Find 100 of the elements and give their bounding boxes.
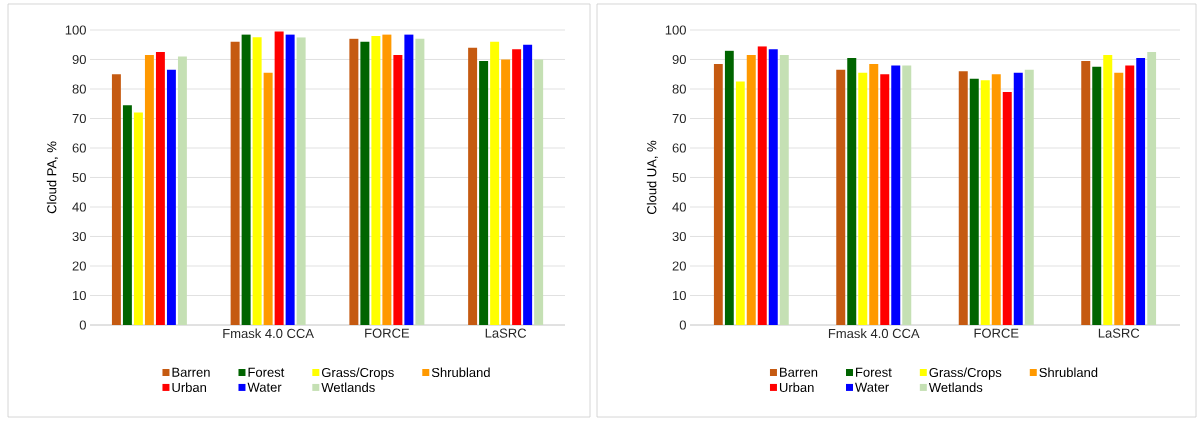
legend-label: Urban bbox=[172, 382, 207, 393]
bar bbox=[241, 34, 251, 325]
y-tick-label: 90 bbox=[72, 54, 86, 65]
y-tick-label: 40 bbox=[72, 202, 86, 212]
bar bbox=[1002, 91, 1012, 325]
bar bbox=[902, 65, 912, 325]
bar bbox=[415, 38, 425, 325]
bar bbox=[285, 34, 295, 325]
bar bbox=[296, 37, 306, 325]
bar bbox=[155, 52, 165, 325]
y-tick-label: 80 bbox=[72, 84, 86, 94]
bar bbox=[991, 74, 1001, 325]
legend-label: Grass/Crops bbox=[929, 367, 1002, 380]
bar bbox=[177, 56, 187, 325]
bar bbox=[757, 46, 767, 325]
bar bbox=[166, 69, 176, 325]
bar bbox=[122, 105, 132, 325]
x-tick-label: FORCE bbox=[974, 328, 1019, 338]
y-tick-label: 60 bbox=[672, 143, 686, 153]
bar bbox=[349, 38, 359, 325]
bar bbox=[371, 35, 381, 325]
legend-label: Shrubland bbox=[431, 367, 490, 378]
bar bbox=[360, 41, 370, 325]
x-tick-label: Fmask 4.0 CCA bbox=[828, 328, 920, 339]
bar bbox=[144, 55, 154, 325]
bar bbox=[869, 63, 879, 325]
bar bbox=[501, 59, 511, 325]
bar bbox=[735, 81, 745, 325]
legend-label: Urban bbox=[779, 382, 814, 393]
legend-label: Water bbox=[855, 382, 889, 392]
x-tick-label: LaSRC bbox=[1098, 328, 1140, 338]
legend-label: Wetlands bbox=[928, 382, 983, 393]
bar bbox=[133, 112, 143, 325]
legend-label: Shrubland bbox=[1039, 367, 1098, 378]
bar bbox=[1081, 60, 1091, 325]
y-tick-label: 30 bbox=[672, 231, 686, 242]
bar bbox=[1024, 69, 1034, 325]
legend-label: Forest bbox=[856, 367, 892, 377]
legend-label: Grass/Crops bbox=[321, 367, 394, 380]
bar bbox=[880, 74, 890, 325]
bar bbox=[274, 31, 284, 325]
y-tick-label: 50 bbox=[672, 172, 686, 183]
bar bbox=[1114, 72, 1124, 325]
x-tick-label: LaSRC bbox=[485, 328, 527, 338]
legend-label: Water bbox=[247, 382, 282, 392]
bar bbox=[1103, 55, 1113, 325]
bar bbox=[404, 34, 414, 325]
y-tick-label: 0 bbox=[79, 320, 86, 330]
y-tick-label: 60 bbox=[72, 143, 86, 153]
bar bbox=[980, 80, 990, 325]
bar bbox=[969, 78, 979, 325]
y-tick-label: 100 bbox=[65, 25, 86, 35]
legend-label: Barren bbox=[172, 367, 210, 377]
bar bbox=[479, 60, 489, 325]
y-axis-title: Cloud UA, % bbox=[646, 140, 658, 215]
y-tick-label: 0 bbox=[679, 320, 686, 330]
x-tick-label: FORCE bbox=[365, 328, 410, 338]
y-axis-title: Cloud PA, % bbox=[46, 141, 58, 214]
bar bbox=[490, 41, 500, 325]
y-tick-label: 90 bbox=[672, 54, 686, 65]
bar bbox=[858, 72, 868, 325]
bar bbox=[252, 37, 262, 325]
bar bbox=[1092, 66, 1102, 325]
y-tick-label: 20 bbox=[672, 261, 686, 271]
bar bbox=[512, 49, 522, 325]
bar bbox=[230, 41, 240, 325]
y-tick-label: 50 bbox=[72, 172, 86, 183]
bar bbox=[534, 59, 544, 325]
bar bbox=[393, 55, 403, 325]
y-tick-label: 10 bbox=[73, 290, 86, 301]
y-tick-label: 10 bbox=[673, 290, 686, 301]
bar bbox=[724, 50, 734, 325]
legend-label: Forest bbox=[248, 367, 285, 377]
bar bbox=[382, 34, 392, 325]
x-tick-label: Fmask 4.0 CCA bbox=[223, 328, 314, 339]
bar bbox=[779, 55, 789, 325]
legend-label: Wetlands bbox=[321, 382, 375, 393]
y-tick-label: 100 bbox=[665, 25, 686, 35]
bar bbox=[836, 69, 846, 325]
bar bbox=[768, 49, 778, 325]
bar bbox=[746, 55, 756, 325]
bar bbox=[713, 63, 723, 325]
bar bbox=[523, 44, 533, 325]
y-tick-label: 80 bbox=[672, 84, 686, 94]
y-tick-label: 30 bbox=[72, 231, 86, 242]
bar bbox=[111, 74, 121, 325]
bar bbox=[847, 58, 857, 325]
y-tick-label: 70 bbox=[72, 113, 86, 124]
bar bbox=[891, 65, 901, 325]
legend-label: Barren bbox=[780, 367, 818, 377]
bar bbox=[958, 71, 968, 325]
bar bbox=[468, 47, 478, 325]
y-tick-label: 70 bbox=[672, 113, 686, 124]
bar bbox=[1013, 72, 1023, 325]
bar bbox=[263, 72, 273, 325]
y-tick-label: 20 bbox=[72, 261, 86, 271]
bar bbox=[1136, 58, 1146, 325]
bar bbox=[1125, 65, 1135, 325]
bar bbox=[1147, 52, 1157, 325]
y-tick-label: 40 bbox=[672, 202, 686, 212]
